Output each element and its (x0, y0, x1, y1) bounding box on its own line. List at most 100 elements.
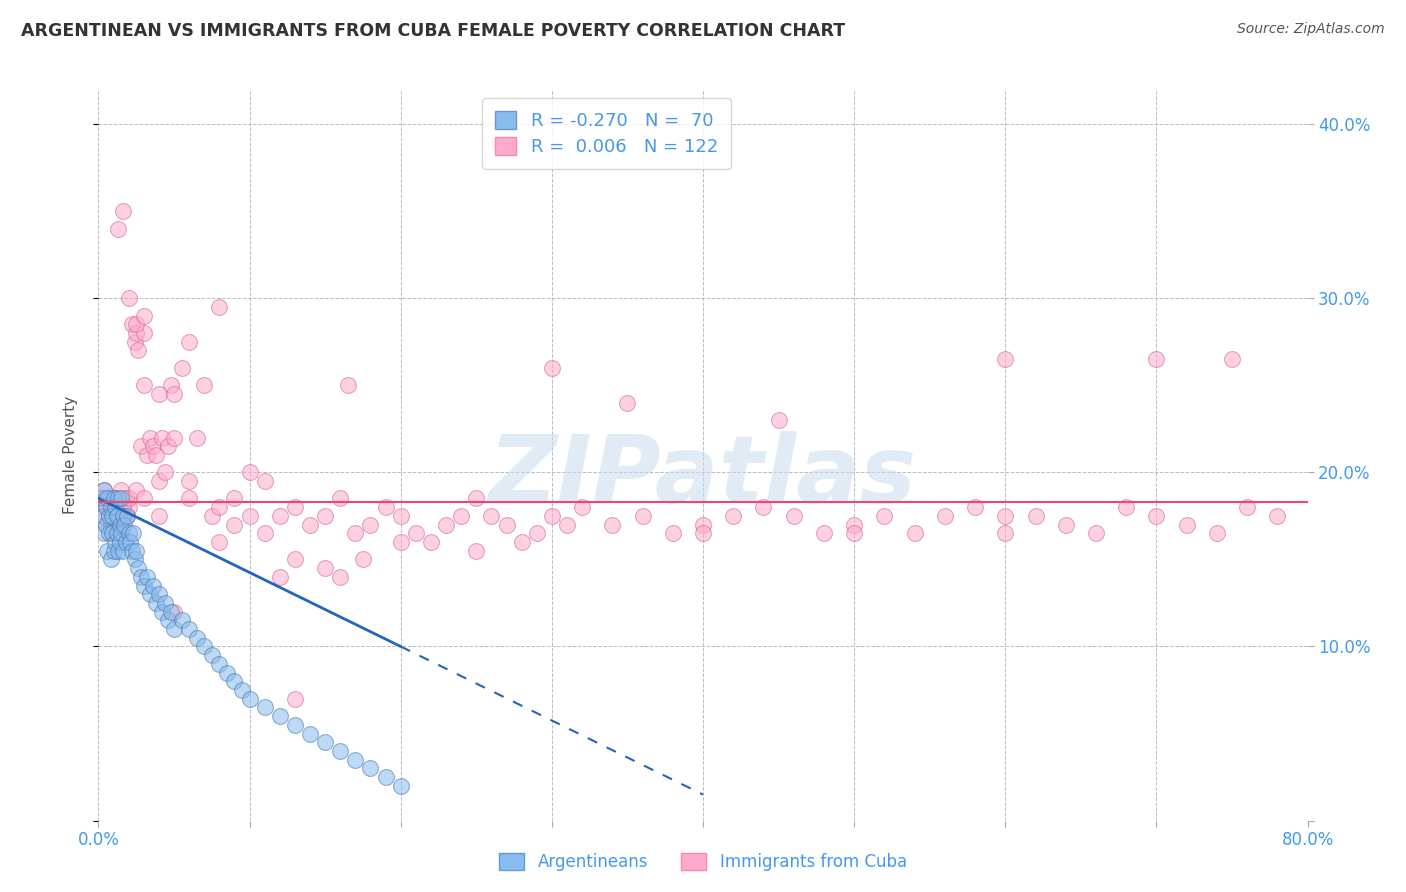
Point (103, 543, 125, 558)
Point (153, 596, 176, 610)
Point (299, 517, 322, 532)
Point (329, 744, 352, 758)
Point (132, 326, 155, 340)
Point (661, 526, 683, 541)
Point (163, 622, 186, 636)
Point (616, 395, 638, 409)
Point (1024, 508, 1046, 523)
Point (571, 500, 593, 515)
Point (108, 535, 131, 549)
Point (1206, 526, 1229, 541)
Point (139, 587, 162, 601)
Point (231, 683, 253, 698)
Point (1144, 352, 1167, 367)
Point (540, 508, 562, 523)
Point (104, 500, 127, 515)
Point (132, 309, 155, 323)
Point (329, 491, 352, 506)
Point (103, 491, 125, 506)
Point (540, 360, 562, 375)
Point (124, 334, 146, 349)
Point (994, 508, 1017, 523)
Point (108, 517, 131, 532)
Point (110, 483, 132, 497)
Point (314, 561, 336, 575)
Point (813, 526, 835, 541)
Point (1085, 526, 1108, 541)
Point (105, 500, 128, 515)
Point (125, 543, 148, 558)
Point (510, 535, 533, 549)
Point (481, 508, 503, 523)
Point (208, 300, 231, 314)
Point (239, 466, 262, 480)
Point (389, 779, 412, 793)
Point (994, 352, 1017, 367)
Point (111, 204, 134, 219)
Point (148, 387, 170, 401)
Point (125, 318, 148, 332)
Point (121, 318, 143, 332)
Point (96, 543, 118, 558)
Point (1220, 352, 1243, 367)
Point (1054, 517, 1077, 532)
Point (139, 430, 162, 444)
Point (96, 491, 118, 506)
Point (163, 430, 186, 444)
Point (723, 508, 745, 523)
Y-axis label: Female Poverty: Female Poverty (63, 396, 77, 514)
Point (127, 561, 149, 575)
Point (1144, 508, 1167, 523)
Point (208, 535, 231, 549)
Point (186, 631, 208, 645)
Point (450, 508, 472, 523)
Point (904, 526, 927, 541)
Point (118, 526, 141, 541)
Point (1236, 500, 1258, 515)
Point (125, 483, 148, 497)
Point (179, 491, 201, 506)
Point (420, 535, 443, 549)
Point (111, 508, 134, 523)
Point (768, 413, 790, 427)
Point (526, 526, 548, 541)
Point (156, 613, 179, 627)
Point (465, 491, 488, 506)
Point (127, 343, 149, 358)
Point (132, 491, 155, 506)
Point (115, 508, 138, 523)
Point (132, 378, 155, 392)
Point (129, 570, 152, 584)
Point (153, 466, 176, 480)
Point (360, 761, 382, 775)
Point (873, 508, 896, 523)
Point (994, 526, 1017, 541)
Point (148, 587, 170, 601)
Point (692, 517, 714, 532)
Point (118, 491, 141, 506)
Point (179, 622, 201, 636)
Point (145, 448, 167, 462)
Point (110, 491, 132, 506)
Point (495, 517, 517, 532)
Point (105, 526, 128, 541)
Legend: R = -0.270   N =  70, R =  0.006   N = 122: R = -0.270 N = 70, R = 0.006 N = 122 (482, 98, 731, 169)
Point (91, 508, 114, 523)
Point (253, 700, 276, 714)
Point (344, 753, 367, 767)
Point (93, 483, 115, 497)
Point (103, 491, 125, 506)
Text: Source: ZipAtlas.com: Source: ZipAtlas.com (1237, 22, 1385, 37)
Point (253, 474, 276, 488)
Point (201, 508, 224, 523)
Point (135, 570, 157, 584)
Point (121, 543, 143, 558)
Point (125, 326, 148, 340)
Point (107, 517, 129, 532)
Point (120, 535, 142, 549)
Point (329, 570, 352, 584)
Point (163, 387, 186, 401)
Point (118, 291, 141, 305)
Point (284, 500, 307, 515)
Point (148, 474, 170, 488)
